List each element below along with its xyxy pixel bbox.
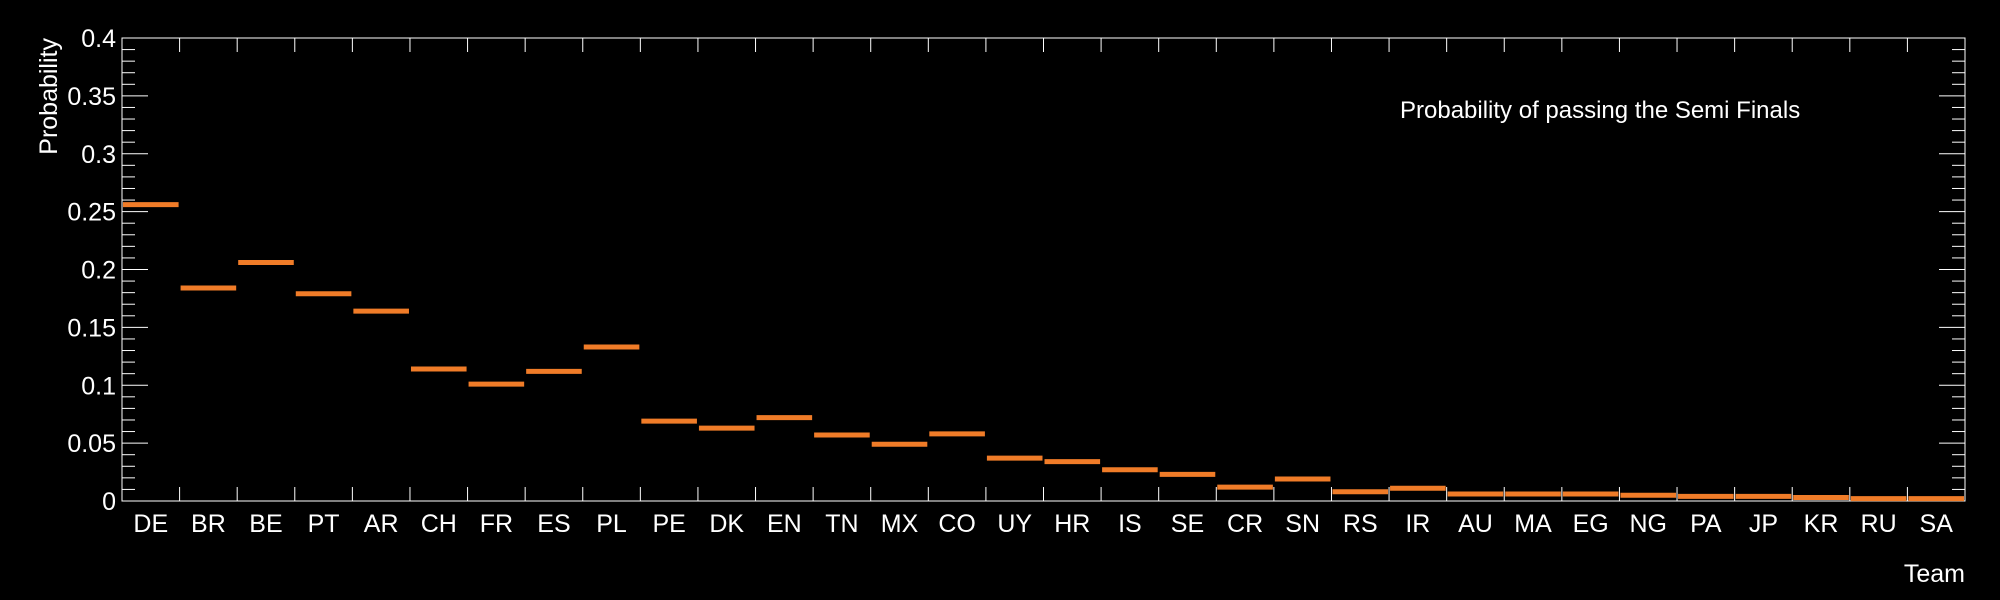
x-tick-label: SA	[1920, 510, 1954, 538]
x-tick-label: PT	[308, 510, 340, 538]
x-tick-label: IS	[1118, 510, 1142, 538]
x-tick-label: SN	[1285, 510, 1320, 538]
bar-series	[123, 202, 1964, 502]
y-tick-label: 0.25	[67, 199, 116, 227]
y-tick-label: 0.15	[67, 314, 116, 342]
x-axis-title: Team	[1904, 560, 1965, 588]
x-tick-label: CO	[938, 510, 976, 538]
x-tick-label: AR	[364, 510, 399, 538]
x-tick-label: HR	[1054, 510, 1090, 538]
y-tick-labels: 0 0.05 0.1 0.15 0.2 0.25 0.3 0.35 0.4	[67, 25, 116, 516]
y-tick-label: 0.2	[81, 257, 116, 285]
x-tick-label: CR	[1227, 510, 1263, 538]
chart-title: Probability of passing the Semi Finals	[1400, 97, 1800, 124]
x-tick-label: PE	[652, 510, 685, 538]
x-tick-label: PA	[1690, 510, 1722, 538]
x-tick-label: MA	[1514, 510, 1552, 538]
y-tick-label: 0.05	[67, 430, 116, 458]
x-tick-label: EG	[1573, 510, 1609, 538]
y-axis-title: Probability	[35, 38, 63, 155]
x-tick-label: RS	[1343, 510, 1378, 538]
x-tick-label: JP	[1749, 510, 1778, 538]
x-tick-label: ES	[537, 510, 570, 538]
x-tick-label: SE	[1171, 510, 1204, 538]
x-tick-label: KR	[1804, 510, 1839, 538]
y-tick-label: 0.35	[67, 83, 116, 111]
x-tick-label: NG	[1629, 510, 1667, 538]
x-tick-label: DK	[709, 510, 744, 538]
y-tick-label: 0.3	[81, 141, 116, 169]
axis-ticks	[122, 37, 1965, 502]
x-tick-label: BR	[191, 510, 226, 538]
x-tick-label: AU	[1458, 510, 1493, 538]
x-tick-label: BE	[249, 510, 282, 538]
x-tick-label: RU	[1861, 510, 1897, 538]
x-tick-label: IR	[1405, 510, 1430, 538]
x-tick-label: PL	[596, 510, 627, 538]
x-tick-label: DE	[133, 510, 168, 538]
y-tick-label: 0.1	[81, 372, 116, 400]
y-tick-label: 0.4	[81, 25, 116, 53]
x-tick-label: FR	[480, 510, 513, 538]
y-tick-label: 0	[102, 488, 116, 516]
x-tick-labels: DE BR BE PT AR CH FR ES PL PE DK EN TN MX CO UY HR IS SE CR…	[133, 510, 1953, 538]
x-tick-label: CH	[421, 510, 457, 538]
x-tick-label: UY	[997, 510, 1032, 538]
x-tick-label: MX	[881, 510, 919, 538]
x-tick-label: TN	[825, 510, 858, 538]
x-tick-label: EN	[767, 510, 802, 538]
